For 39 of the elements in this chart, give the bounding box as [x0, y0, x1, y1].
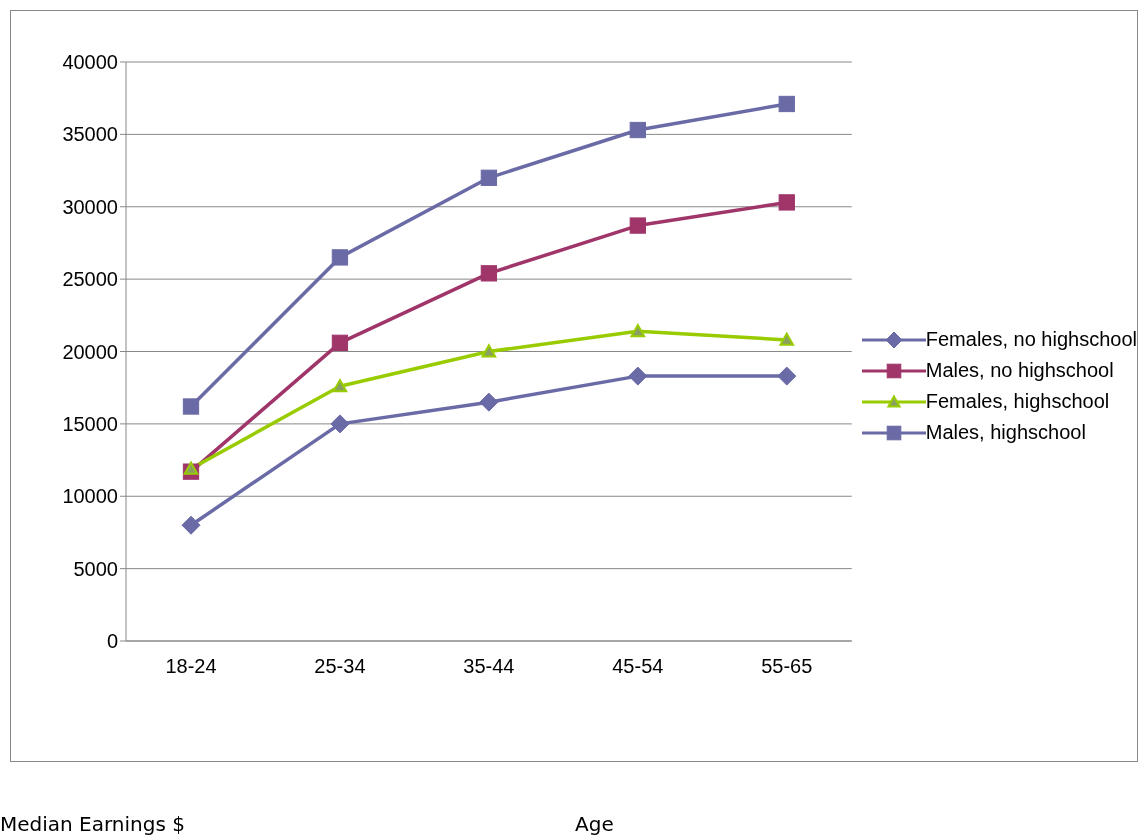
point	[778, 95, 795, 113]
point	[629, 217, 646, 234]
point	[628, 366, 648, 386]
y-tick-label: 10000	[62, 485, 118, 508]
y-tick-label: 30000	[62, 195, 118, 218]
point	[779, 332, 795, 346]
y-tick-label: 35000	[62, 123, 118, 146]
point	[777, 366, 797, 386]
y-tick-label: 0	[106, 630, 118, 653]
point	[331, 249, 349, 266]
point	[181, 515, 201, 535]
y-tick-label: 15000	[62, 412, 118, 435]
y-tick-label: 5000	[73, 557, 118, 580]
y-tick-label: 40000	[62, 51, 118, 74]
point	[480, 265, 498, 282]
text: Median Earnings $	[0, 812, 185, 836]
point	[778, 194, 795, 211]
x-tick-label: 35-44	[463, 655, 515, 678]
y-tick-label: 25000	[62, 268, 118, 291]
legend-label: Males, highschool	[925, 421, 1086, 444]
text: Age	[575, 812, 614, 836]
point	[331, 334, 349, 351]
x-tick-label: 18-24	[165, 655, 217, 678]
point	[481, 344, 497, 358]
legend-label: Males, no highschool	[925, 359, 1114, 382]
legend-label: Females, highschool	[925, 390, 1110, 413]
x-tick-label: 45-54	[612, 655, 664, 678]
x-tick-label: 25-34	[314, 655, 366, 678]
point	[630, 323, 646, 338]
point	[629, 121, 646, 139]
legend-label: Females, no highschool	[925, 328, 1137, 351]
y-tick-label: 20000	[62, 340, 118, 363]
point	[332, 378, 348, 393]
point	[330, 414, 350, 434]
point	[182, 398, 200, 415]
x-tick-label: 55-65	[761, 655, 813, 678]
point	[480, 169, 498, 186]
point	[479, 392, 499, 412]
point	[183, 461, 199, 475]
